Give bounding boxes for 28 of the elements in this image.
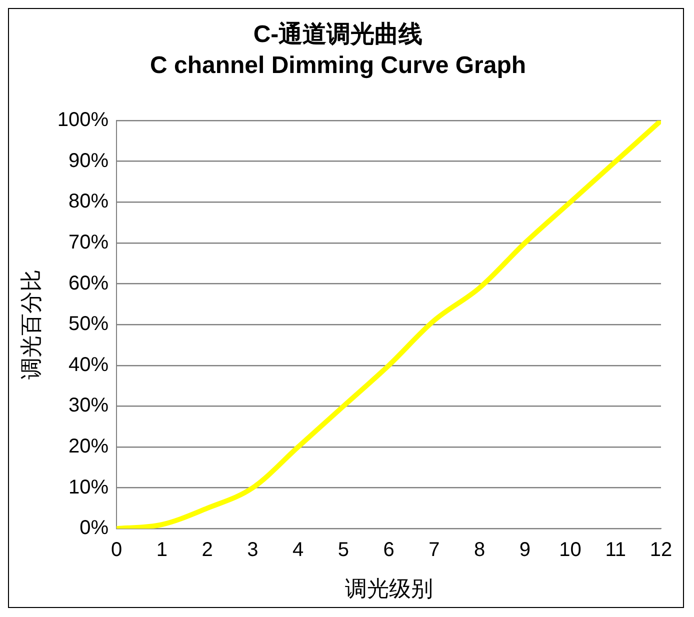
x-tick-label: 11 — [605, 539, 626, 562]
y-axis-title: 调光百分比 — [18, 270, 44, 380]
x-tick-label: 10 — [559, 539, 582, 562]
x-tick-label: 6 — [383, 539, 394, 562]
x-tick-label: 9 — [519, 539, 530, 562]
x-tick-label: 12 — [650, 539, 672, 562]
y-tick-label: 100% — [57, 109, 109, 132]
y-tick-label: 30% — [68, 394, 109, 417]
y-tick-label: 90% — [68, 150, 109, 172]
x-tick-label: 2 — [202, 539, 213, 562]
y-tick-label: 80% — [68, 190, 109, 213]
y-tick-label: 70% — [68, 232, 109, 254]
x-axis-title: 调光级别 — [344, 576, 433, 601]
x-tick-label: 3 — [247, 539, 258, 562]
chart-subtitle: C channel Dimming Curve Graph — [150, 52, 526, 79]
chart-title: C-通道调光曲线 — [253, 21, 423, 48]
y-tick-label: 10% — [68, 476, 109, 498]
x-tick-label: 1 — [156, 539, 168, 562]
y-tick-label: 60% — [68, 272, 109, 294]
x-tick-label: 0 — [110, 539, 122, 562]
x-tick-label: 7 — [428, 539, 440, 562]
y-tick-label: 40% — [68, 354, 109, 376]
x-tick-label: 8 — [474, 539, 486, 562]
y-tick-label: 0% — [80, 517, 109, 540]
x-tick-label: 5 — [338, 539, 349, 562]
y-tick-label: 20% — [68, 436, 109, 458]
x-tick-label: 4 — [292, 539, 304, 562]
y-tick-label: 50% — [68, 313, 109, 336]
